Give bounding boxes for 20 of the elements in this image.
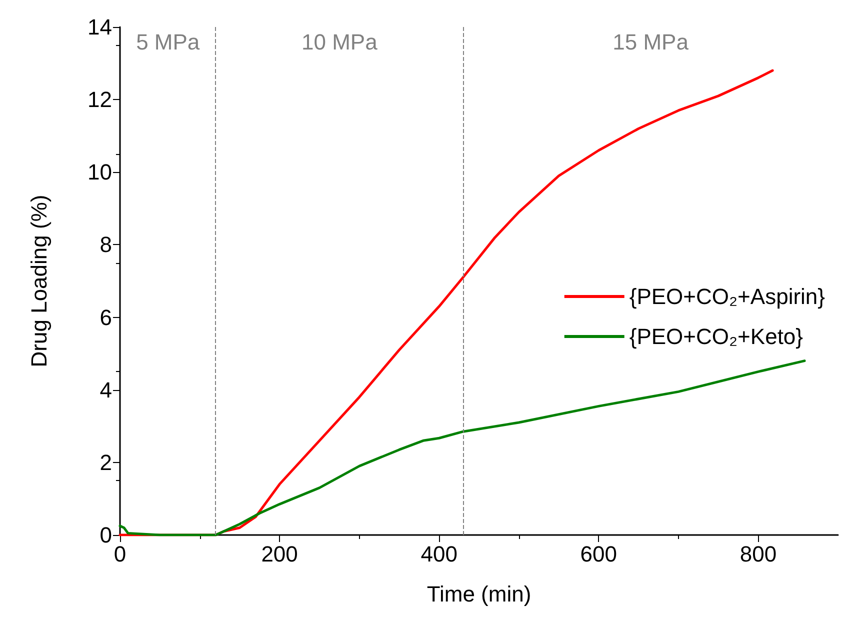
legend-label: {PEO+CO₂+Aspirin} bbox=[629, 284, 826, 309]
y-tick-label: 2 bbox=[100, 450, 112, 475]
y-tick-label: 8 bbox=[100, 232, 112, 258]
line-series bbox=[118, 360, 806, 536]
y-tick-label: 0 bbox=[100, 522, 112, 548]
y-tick-label: 6 bbox=[100, 304, 112, 330]
y-tick-label: 4 bbox=[100, 377, 112, 402]
x-tick-label: 800 bbox=[740, 542, 777, 566]
y-tick-label: 12 bbox=[88, 87, 112, 112]
annotation: 15 MPa bbox=[612, 30, 690, 55]
y-tick-label: 10 bbox=[88, 160, 112, 185]
legend-label: {PEO+CO₂+Keto} bbox=[629, 324, 804, 349]
x-tick-label: 400 bbox=[420, 542, 458, 566]
x-tick-label: 200 bbox=[261, 542, 298, 566]
x-tick-label: 600 bbox=[580, 542, 618, 566]
annotation: 5 MPa bbox=[136, 30, 200, 55]
y-tick-label: 14 bbox=[88, 14, 112, 40]
annotation: 10 MPa bbox=[301, 30, 378, 55]
x-axis-title: Time (min) bbox=[426, 582, 532, 606]
y-axis-title: Drug Loading (%) bbox=[26, 194, 52, 368]
